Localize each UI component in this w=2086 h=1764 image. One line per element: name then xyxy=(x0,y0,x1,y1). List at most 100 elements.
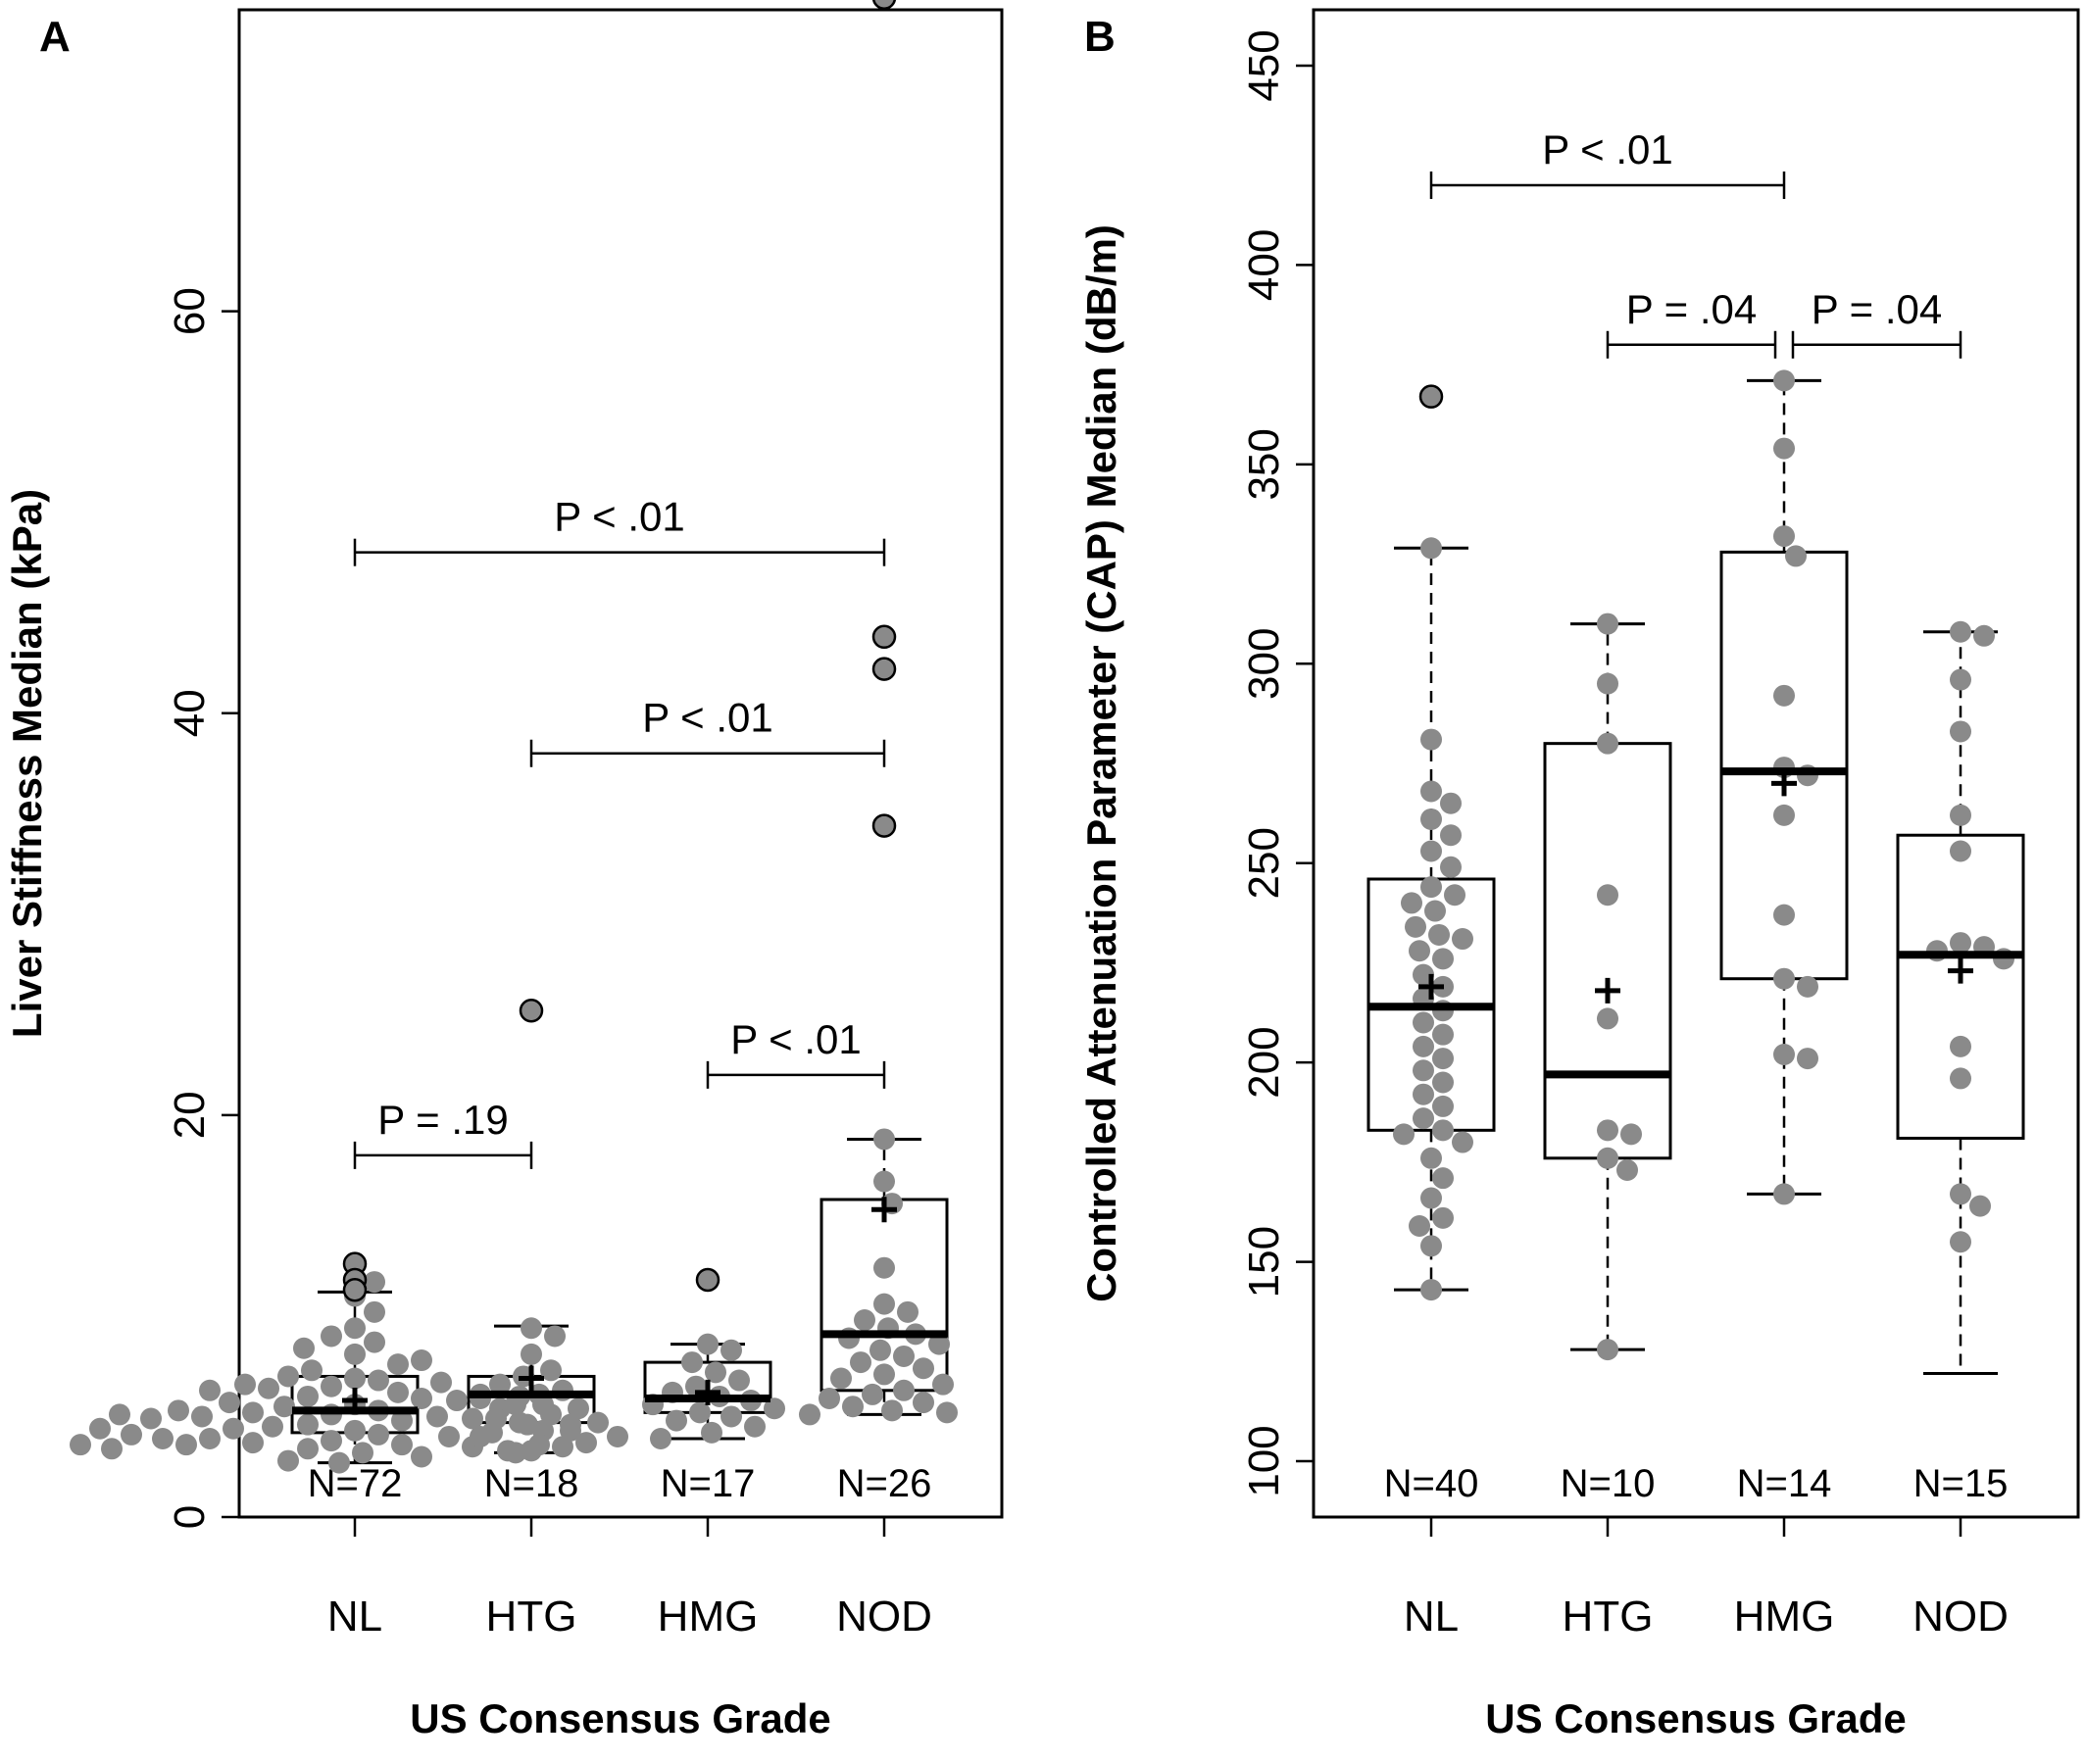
data-point xyxy=(1620,1123,1642,1146)
data-point xyxy=(364,1271,385,1294)
data-point xyxy=(1432,1048,1454,1070)
significance-bracket: P < .01 xyxy=(706,1016,886,1089)
data-point xyxy=(140,1407,162,1430)
data-point xyxy=(913,1357,934,1380)
mean-marker xyxy=(342,1388,368,1414)
data-point xyxy=(1420,808,1442,830)
data-point xyxy=(1950,620,1971,643)
data-point xyxy=(552,1436,573,1458)
data-point xyxy=(1405,915,1426,938)
data-point xyxy=(297,1438,319,1460)
outlier-point xyxy=(1418,384,1444,409)
data-point xyxy=(1420,1235,1442,1257)
data-point xyxy=(505,1394,526,1416)
data-point xyxy=(321,1325,342,1348)
x-axis-title: US Consensus Grade xyxy=(1485,1695,1906,1741)
data-point xyxy=(517,1413,538,1436)
data-point xyxy=(1452,928,1473,951)
data-point xyxy=(1597,1119,1618,1142)
n-label-nl: N=72 xyxy=(308,1462,403,1505)
data-point xyxy=(1432,1206,1454,1229)
data-point xyxy=(1413,1059,1434,1082)
panel-label: B xyxy=(1084,13,1116,61)
data-point xyxy=(1950,668,1971,691)
significance-bracket: P < .01 xyxy=(353,494,886,566)
data-point xyxy=(575,1432,597,1454)
data-point xyxy=(932,1373,954,1396)
data-point xyxy=(881,1399,903,1422)
data-point xyxy=(219,1392,240,1414)
data-point xyxy=(344,1367,366,1390)
data-point xyxy=(521,1343,542,1365)
data-point xyxy=(1773,967,1795,990)
data-point xyxy=(1440,824,1462,847)
data-point xyxy=(242,1432,264,1454)
plot-frame xyxy=(1312,8,2080,1519)
mean-marker xyxy=(695,1379,720,1405)
data-point xyxy=(1420,1187,1442,1209)
data-point xyxy=(1785,545,1807,567)
data-point xyxy=(242,1401,264,1424)
data-point xyxy=(462,1407,483,1430)
data-point xyxy=(1773,804,1795,826)
data-point xyxy=(1773,1183,1795,1205)
data-point xyxy=(364,1300,385,1323)
mean-marker xyxy=(519,1365,544,1392)
x-axis-title: US Consensus Grade xyxy=(410,1695,830,1741)
data-point xyxy=(387,1353,409,1376)
x-tick-label-nod: NOD xyxy=(836,1592,932,1641)
data-point xyxy=(1420,537,1442,560)
significance-bracket: P < .01 xyxy=(529,695,886,767)
significance-bracket: P = .04 xyxy=(1606,286,1777,359)
data-point xyxy=(720,1339,742,1361)
y-axis-title: Liver Stiffness Median (kPa) xyxy=(4,489,50,1038)
data-point xyxy=(873,1128,895,1151)
data-point xyxy=(1773,525,1795,548)
data-point xyxy=(344,1317,366,1340)
data-point xyxy=(705,1361,726,1384)
mean-marker xyxy=(871,1197,897,1223)
data-point xyxy=(873,1256,895,1279)
data-point xyxy=(701,1421,722,1444)
data-point xyxy=(364,1331,385,1353)
data-point xyxy=(446,1390,468,1412)
data-point xyxy=(1409,1214,1430,1237)
data-point xyxy=(301,1359,323,1382)
data-point xyxy=(234,1373,256,1396)
data-point xyxy=(505,1442,526,1464)
data-point xyxy=(321,1430,342,1452)
data-point xyxy=(1444,884,1465,906)
data-point xyxy=(1420,876,1442,899)
data-point xyxy=(391,1434,413,1456)
data-point xyxy=(1597,1147,1618,1169)
data-point xyxy=(273,1396,295,1418)
data-point xyxy=(175,1434,197,1456)
data-point xyxy=(568,1397,589,1420)
panel-b: B 100 150 200 250 300 350 400 450 Controlled Atte… xyxy=(1078,8,2080,1741)
data-point xyxy=(893,1345,915,1367)
data-point xyxy=(1773,904,1795,926)
data-point xyxy=(387,1381,409,1403)
n-label-hmg: N=14 xyxy=(1737,1462,1832,1505)
n-label-nl: N=40 xyxy=(1384,1462,1479,1505)
data-point xyxy=(799,1403,820,1426)
y-tick-label: 250 xyxy=(1240,827,1288,899)
data-point xyxy=(1597,1007,1618,1030)
data-point xyxy=(368,1369,389,1392)
outlier-point xyxy=(871,624,897,650)
data-point xyxy=(560,1419,581,1442)
data-point xyxy=(277,1449,299,1472)
y-tick-label: 300 xyxy=(1240,628,1288,700)
data-point xyxy=(1773,369,1795,392)
data-point xyxy=(1950,1231,1971,1253)
y-tick-label: 350 xyxy=(1240,428,1288,500)
data-point xyxy=(697,1333,719,1355)
data-point xyxy=(1597,732,1618,755)
data-point xyxy=(344,1419,366,1442)
y-tick-label: 40 xyxy=(166,689,214,737)
data-point xyxy=(666,1409,687,1432)
data-point xyxy=(681,1351,703,1374)
data-point xyxy=(1432,948,1454,970)
data-point xyxy=(1440,792,1462,814)
box-iqr xyxy=(1896,833,2025,1140)
